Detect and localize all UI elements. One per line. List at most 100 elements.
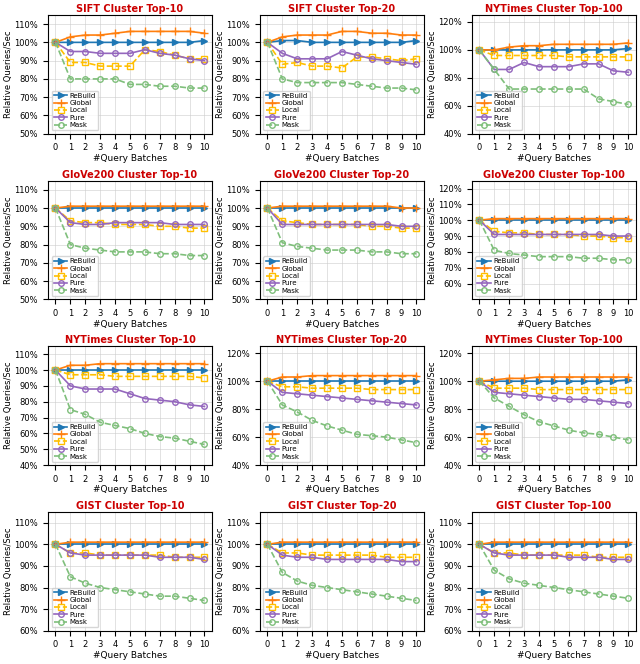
Mask xyxy=(625,100,632,108)
Pure xyxy=(595,397,602,405)
Local xyxy=(353,220,361,228)
Global xyxy=(293,203,301,210)
Local xyxy=(81,549,89,557)
Global xyxy=(368,372,376,380)
Pure xyxy=(141,218,148,226)
Pure xyxy=(278,49,286,57)
Line: Mask: Mask xyxy=(477,378,631,443)
Local xyxy=(490,549,498,557)
Mask xyxy=(141,430,148,438)
Global xyxy=(67,538,74,546)
Local xyxy=(323,62,331,70)
ReBuild xyxy=(550,46,557,54)
ReBuild xyxy=(67,366,74,374)
Global xyxy=(353,203,361,210)
Pure xyxy=(506,66,513,74)
Global xyxy=(278,538,286,546)
Mask xyxy=(201,596,209,604)
Mask xyxy=(610,256,618,264)
Mask xyxy=(353,430,361,438)
ReBuild xyxy=(293,37,301,44)
Mask xyxy=(201,252,209,260)
Pure xyxy=(476,377,483,385)
ReBuild xyxy=(535,540,543,548)
Mask xyxy=(535,85,543,93)
Pure xyxy=(610,398,618,406)
Global xyxy=(610,41,618,48)
Mask xyxy=(520,251,528,259)
Mask xyxy=(413,250,420,258)
Local xyxy=(97,218,104,226)
Mask xyxy=(595,95,602,103)
Pure xyxy=(67,48,74,56)
Global xyxy=(625,373,632,381)
Global xyxy=(201,29,209,37)
Global xyxy=(383,538,390,546)
Mask xyxy=(565,426,573,434)
ReBuild xyxy=(595,377,602,385)
Pure xyxy=(397,222,405,230)
Local xyxy=(141,220,148,228)
Legend: ReBuild, Global, Local, Pure, Mask: ReBuild, Global, Local, Pure, Mask xyxy=(476,256,522,296)
Local xyxy=(126,551,134,559)
Pure xyxy=(397,558,405,566)
ReBuild xyxy=(476,540,483,548)
Global xyxy=(278,203,286,210)
Mask xyxy=(171,592,179,600)
Local xyxy=(126,373,134,380)
ReBuild xyxy=(126,366,134,374)
Local xyxy=(383,55,390,63)
Global xyxy=(595,214,602,222)
ReBuild xyxy=(625,44,632,52)
ReBuild xyxy=(625,216,632,224)
ReBuild xyxy=(186,540,193,548)
Global xyxy=(490,214,498,222)
Mask xyxy=(580,254,588,262)
Mask xyxy=(476,46,483,54)
Mask xyxy=(67,75,74,83)
Mask xyxy=(111,248,119,256)
Pure xyxy=(171,553,179,561)
Line: Pure: Pure xyxy=(52,542,207,562)
Local xyxy=(580,53,588,61)
Global xyxy=(201,360,209,368)
Pure xyxy=(111,551,119,559)
ReBuild xyxy=(81,204,89,212)
Pure xyxy=(625,232,632,240)
Local xyxy=(171,51,179,59)
Mask xyxy=(383,433,390,441)
Pure xyxy=(550,551,557,559)
ReBuild xyxy=(397,377,405,385)
X-axis label: #Query Batches: #Query Batches xyxy=(305,651,379,660)
Global xyxy=(171,538,179,546)
Global xyxy=(506,214,513,222)
Local xyxy=(520,229,528,237)
Local xyxy=(476,46,483,54)
ReBuild xyxy=(397,540,405,548)
Pure xyxy=(580,230,588,238)
Pure xyxy=(81,385,89,393)
ReBuild xyxy=(52,540,60,548)
Pure xyxy=(293,220,301,228)
ReBuild xyxy=(171,204,179,212)
Global xyxy=(264,540,271,548)
Local xyxy=(52,39,60,46)
Pure xyxy=(278,388,286,396)
ReBuild xyxy=(111,39,119,46)
Pure xyxy=(278,220,286,228)
ReBuild xyxy=(201,37,209,44)
Global xyxy=(383,372,390,380)
Pure xyxy=(368,220,376,228)
Pure xyxy=(580,395,588,403)
Pure xyxy=(278,551,286,559)
Global xyxy=(81,361,89,369)
Local xyxy=(97,62,104,70)
Pure xyxy=(476,46,483,54)
Mask xyxy=(490,246,498,254)
Pure xyxy=(126,390,134,398)
Global xyxy=(97,360,104,368)
Mask xyxy=(264,204,271,212)
Local xyxy=(550,386,557,394)
Y-axis label: Relative Queries/Sec: Relative Queries/Sec xyxy=(4,197,13,284)
Mask xyxy=(476,377,483,385)
